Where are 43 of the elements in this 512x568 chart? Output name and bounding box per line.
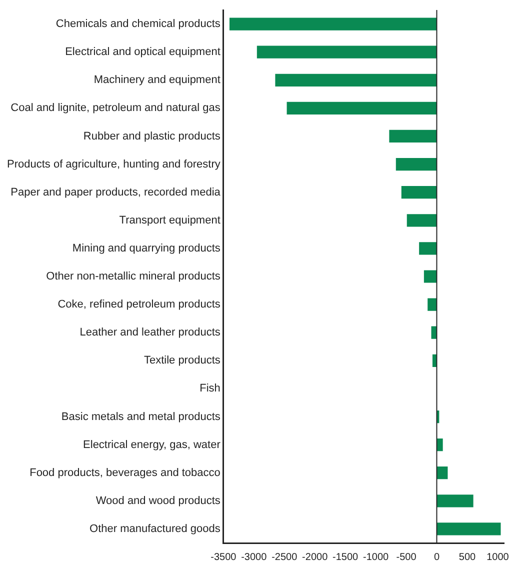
- x-tick-label: -500: [396, 552, 417, 563]
- y-tick-label: Wood and wood products: [96, 494, 221, 507]
- bar: [229, 18, 437, 30]
- y-tick-label: Other non-metallic mineral products: [46, 270, 221, 283]
- bar: [396, 158, 437, 171]
- bar: [275, 74, 437, 86]
- bar: [436, 494, 474, 508]
- y-tick-label: Other manufactured goods: [90, 523, 221, 536]
- y-tick-label: Textile products: [144, 354, 221, 367]
- x-tick-label: -2500: [272, 552, 298, 563]
- y-tick-label: Machinery and equipment: [94, 74, 220, 86]
- x-tick-label: -1500: [332, 552, 359, 563]
- y-tick-label: Electrical energy, gas, water: [83, 438, 221, 451]
- y-tick-label: Transport equipment: [119, 214, 220, 226]
- y-tick-label: Electrical and optical equipment: [65, 46, 220, 58]
- bar: [406, 214, 437, 227]
- y-tick-label: Rubber and plastic products: [83, 130, 221, 142]
- x-tick-label: -3000: [241, 552, 268, 563]
- y-tick-label: Chemicals and chemical products: [56, 18, 221, 30]
- y-tick-label: Mining and quarrying products: [72, 242, 221, 254]
- bar: [389, 130, 437, 143]
- bar: [436, 522, 501, 536]
- y-tick-label: Fish: [200, 382, 220, 395]
- x-tick-label: -1000: [363, 552, 390, 563]
- x-tick-label: -2000: [302, 552, 328, 563]
- y-tick-label: Products of agriculture, hunting and forestry: [6, 158, 221, 170]
- x-tick-label: 1000: [486, 552, 510, 563]
- x-tick-label: -3500: [210, 552, 237, 563]
- bar: [401, 186, 437, 199]
- y-tick-label: Coke, refined petroleum products: [58, 298, 221, 311]
- bar: [286, 102, 437, 114]
- y-tick-label: Basic metals and metal products: [61, 410, 221, 423]
- y-tick-label: Food products, beverages and tobacco: [30, 466, 220, 479]
- x-tick-label: 500: [458, 552, 476, 563]
- x-tick-label: 0: [434, 552, 440, 563]
- bar: [436, 438, 443, 452]
- y-tick-label: Coal and lignite, petroleum and natural gas: [10, 102, 221, 114]
- bar: [419, 242, 437, 255]
- bar: [436, 466, 448, 480]
- bar: [256, 46, 437, 58]
- y-tick-label: Paper and paper products, recorded media: [10, 186, 222, 198]
- y-tick-label: Leather and leather products: [80, 326, 221, 339]
- bar: [424, 270, 437, 283]
